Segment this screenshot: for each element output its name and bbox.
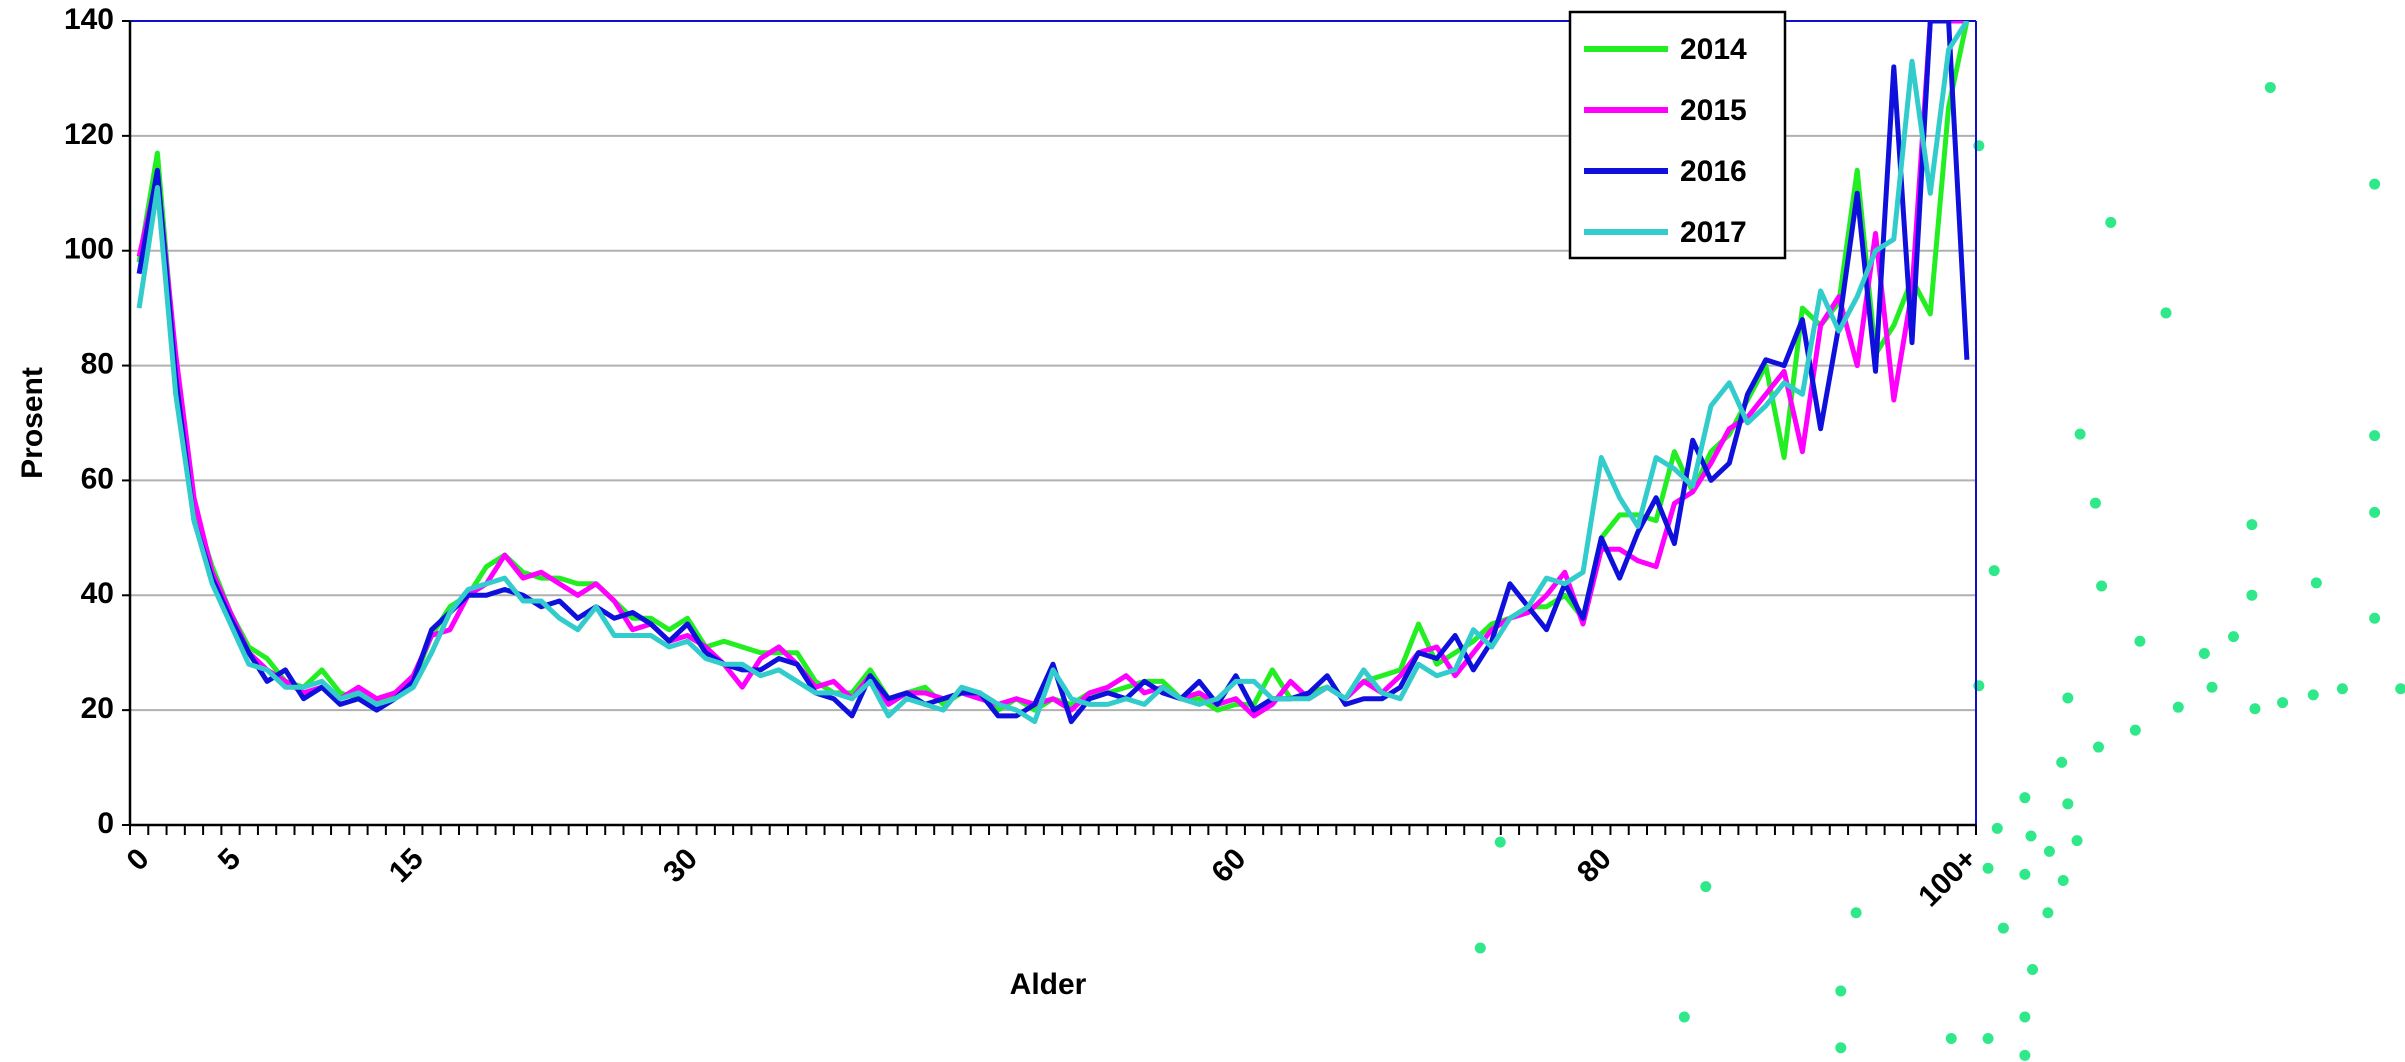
decor-dot [2026, 831, 2037, 842]
decor-dot [2062, 692, 2073, 703]
decor-dot [1835, 1042, 1846, 1053]
y-tick-label: 40 [81, 577, 114, 610]
decor-dot [1851, 907, 1862, 918]
decor-dot [2207, 682, 2218, 693]
decor-dot [2311, 577, 2322, 588]
x-tick-label: 30 [657, 842, 704, 889]
decor-dot [2042, 907, 2053, 918]
x-tick-label: 100+ [1912, 842, 1983, 913]
decor-dot [1835, 985, 1846, 996]
legend-label: 2014 [1680, 33, 1747, 66]
decor-dot [2027, 964, 2038, 975]
decor-dot [2019, 792, 2030, 803]
decor-dot [2246, 590, 2257, 601]
decor-dot [2019, 1012, 2030, 1023]
decor-dot [2058, 875, 2069, 886]
x-tick-label: 80 [1571, 842, 1618, 889]
decor-dot [2308, 689, 2319, 700]
y-tick-label: 0 [97, 807, 114, 840]
decor-dot [2369, 430, 2380, 441]
decor-dot [1998, 923, 2009, 934]
decor-dot [1679, 1012, 1690, 1023]
legend-label: 2015 [1680, 94, 1747, 127]
legend-label: 2017 [1680, 216, 1747, 249]
y-tick-label: 60 [81, 462, 114, 495]
decor-dot [2134, 636, 2145, 647]
decor-dot [2096, 580, 2107, 591]
decor-dot [2056, 757, 2067, 768]
decor-dot [1700, 881, 1711, 892]
decor-dot [2072, 835, 2083, 846]
decor-dot [2044, 846, 2055, 857]
decor-dot [1946, 1033, 1957, 1044]
decor-dot [1989, 565, 2000, 576]
decor-dot [2369, 179, 2380, 190]
decor-dot [1983, 863, 1994, 874]
y-tick-label: 80 [81, 347, 114, 380]
y-tick-label: 140 [64, 3, 114, 36]
decor-dot [2228, 631, 2239, 642]
page: Alder Prosent 0 20 40 60 80 100 120 140 0 5 15 30 60… [0, 0, 2405, 1062]
decor-dot [2173, 702, 2184, 713]
decor-dot [2130, 725, 2141, 736]
decor-dot [2369, 507, 2380, 518]
x-tick-label: 0 [121, 842, 156, 877]
decor-dot [2265, 82, 2276, 93]
decor-dot [2019, 869, 2030, 880]
decor-dot [2337, 683, 2348, 694]
decor-dot [2161, 307, 2172, 318]
decor-dot [2249, 703, 2260, 714]
x-axis-label: Alder [1010, 968, 1087, 1001]
y-axis-label: Prosent [16, 367, 49, 479]
decor-dot [2062, 798, 2073, 809]
y-tick-label: 100 [64, 233, 114, 266]
legend-label: 2016 [1680, 155, 1747, 188]
decor-dot [1983, 1033, 1994, 1044]
decor-dot [2019, 1050, 2030, 1061]
chart: Alder Prosent 0 20 40 60 80 100 120 140 0 5 15 30 60… [0, 0, 2405, 1062]
decor-dot [2090, 498, 2101, 509]
decor-dot [2093, 742, 2104, 753]
decor-dot [2199, 648, 2210, 659]
decor-dot [2369, 613, 2380, 624]
decor-dot [2277, 697, 2288, 708]
x-tick-label: 60 [1205, 842, 1252, 889]
y-tick-label: 120 [64, 118, 114, 151]
decor-dot [2246, 519, 2257, 530]
y-tick-label: 20 [81, 692, 114, 725]
decor-dot [1992, 823, 2003, 834]
decor-dot [2395, 683, 2405, 694]
decor-dot [2075, 429, 2086, 440]
decor-dot [1475, 943, 1486, 954]
x-tick-label: 15 [383, 842, 430, 889]
x-tick-label: 5 [212, 842, 247, 877]
decor-dot [2105, 217, 2116, 228]
decor-dot [1495, 837, 1506, 848]
